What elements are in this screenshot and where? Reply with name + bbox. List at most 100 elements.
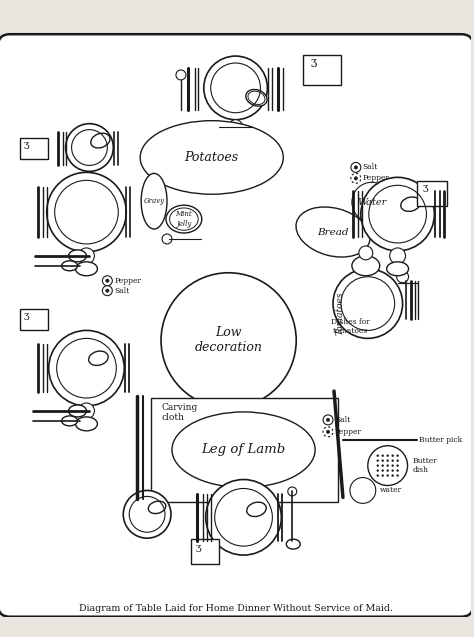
Circle shape xyxy=(382,454,384,457)
Circle shape xyxy=(382,464,384,467)
Text: Carving
cloth: Carving cloth xyxy=(161,403,197,422)
Circle shape xyxy=(376,464,379,467)
Text: Potatoes: Potatoes xyxy=(185,151,239,164)
Text: Butter pick: Butter pick xyxy=(419,436,463,444)
Ellipse shape xyxy=(148,501,166,513)
Circle shape xyxy=(386,454,389,457)
Circle shape xyxy=(47,173,126,252)
Ellipse shape xyxy=(286,539,300,549)
Circle shape xyxy=(361,177,434,251)
Circle shape xyxy=(326,418,330,422)
Circle shape xyxy=(382,469,384,472)
Circle shape xyxy=(351,162,361,173)
Text: Leg of Lamb: Leg of Lamb xyxy=(201,443,286,456)
Ellipse shape xyxy=(69,405,86,417)
Ellipse shape xyxy=(62,261,78,271)
Circle shape xyxy=(354,166,357,169)
Ellipse shape xyxy=(246,502,266,517)
Ellipse shape xyxy=(352,256,380,276)
Text: Salt: Salt xyxy=(114,287,129,295)
Bar xyxy=(20,308,48,331)
Text: ʒ: ʒ xyxy=(423,183,428,192)
Circle shape xyxy=(376,469,379,472)
Circle shape xyxy=(333,269,402,338)
Circle shape xyxy=(392,469,394,472)
Ellipse shape xyxy=(69,250,86,262)
Circle shape xyxy=(392,454,394,457)
Circle shape xyxy=(382,459,384,462)
Text: water: water xyxy=(380,487,402,494)
Text: ʒ: ʒ xyxy=(23,140,28,149)
Circle shape xyxy=(397,271,409,283)
Circle shape xyxy=(396,469,399,472)
Text: Dishes for
tomatoes: Dishes for tomatoes xyxy=(330,318,369,335)
Ellipse shape xyxy=(89,351,108,366)
Ellipse shape xyxy=(62,416,78,426)
Text: Diagram of Table Laid for Home Dinner Without Service of Maid.: Diagram of Table Laid for Home Dinner Wi… xyxy=(79,605,392,613)
Circle shape xyxy=(376,454,379,457)
Ellipse shape xyxy=(387,262,409,276)
Text: ʒ: ʒ xyxy=(311,57,317,67)
Text: Gravy: Gravy xyxy=(144,197,164,205)
Bar xyxy=(151,398,338,503)
Bar xyxy=(20,138,48,159)
Circle shape xyxy=(206,480,281,555)
Circle shape xyxy=(386,469,389,472)
Text: Pepper: Pepper xyxy=(363,175,390,182)
Circle shape xyxy=(102,276,112,286)
Circle shape xyxy=(354,176,357,180)
Text: Low
decoration: Low decoration xyxy=(195,326,263,354)
Text: Water: Water xyxy=(357,197,386,206)
Circle shape xyxy=(368,446,408,485)
FancyBboxPatch shape xyxy=(0,34,473,617)
Circle shape xyxy=(106,279,109,282)
Circle shape xyxy=(359,246,373,260)
Ellipse shape xyxy=(75,417,98,431)
Circle shape xyxy=(352,182,392,222)
Circle shape xyxy=(228,120,243,134)
Text: Mint
Jelly: Mint Jelly xyxy=(175,210,192,227)
Text: Salt: Salt xyxy=(335,416,350,424)
Circle shape xyxy=(288,487,297,496)
Text: Pepper: Pepper xyxy=(114,276,141,285)
Circle shape xyxy=(65,124,113,171)
Circle shape xyxy=(351,173,361,183)
Bar xyxy=(191,539,219,564)
Circle shape xyxy=(176,70,186,80)
Circle shape xyxy=(106,289,109,292)
Ellipse shape xyxy=(296,207,370,257)
Ellipse shape xyxy=(172,412,315,487)
Circle shape xyxy=(102,286,112,296)
Circle shape xyxy=(123,490,171,538)
Circle shape xyxy=(350,478,376,503)
Circle shape xyxy=(396,454,399,457)
Circle shape xyxy=(382,475,384,476)
Text: ʒ: ʒ xyxy=(195,543,201,552)
Ellipse shape xyxy=(401,197,420,211)
Text: Pepper: Pepper xyxy=(335,428,362,436)
Circle shape xyxy=(386,459,389,462)
Circle shape xyxy=(396,459,399,462)
Circle shape xyxy=(323,415,333,425)
Circle shape xyxy=(376,475,379,476)
Text: ʒ: ʒ xyxy=(23,311,28,320)
Text: Butter
dish: Butter dish xyxy=(412,457,438,474)
Ellipse shape xyxy=(140,120,283,194)
Circle shape xyxy=(392,475,394,476)
Ellipse shape xyxy=(91,133,110,148)
Circle shape xyxy=(392,464,394,467)
Bar xyxy=(303,55,341,85)
Circle shape xyxy=(392,459,394,462)
Ellipse shape xyxy=(166,205,202,233)
Circle shape xyxy=(161,273,296,408)
Circle shape xyxy=(213,122,223,132)
Circle shape xyxy=(396,464,399,467)
Ellipse shape xyxy=(75,262,98,276)
Circle shape xyxy=(376,459,379,462)
Text: Tomatoes: Tomatoes xyxy=(336,292,345,335)
Ellipse shape xyxy=(141,173,167,229)
Circle shape xyxy=(79,248,94,264)
Circle shape xyxy=(162,234,172,244)
Circle shape xyxy=(390,248,406,264)
Text: Bread: Bread xyxy=(317,227,349,236)
